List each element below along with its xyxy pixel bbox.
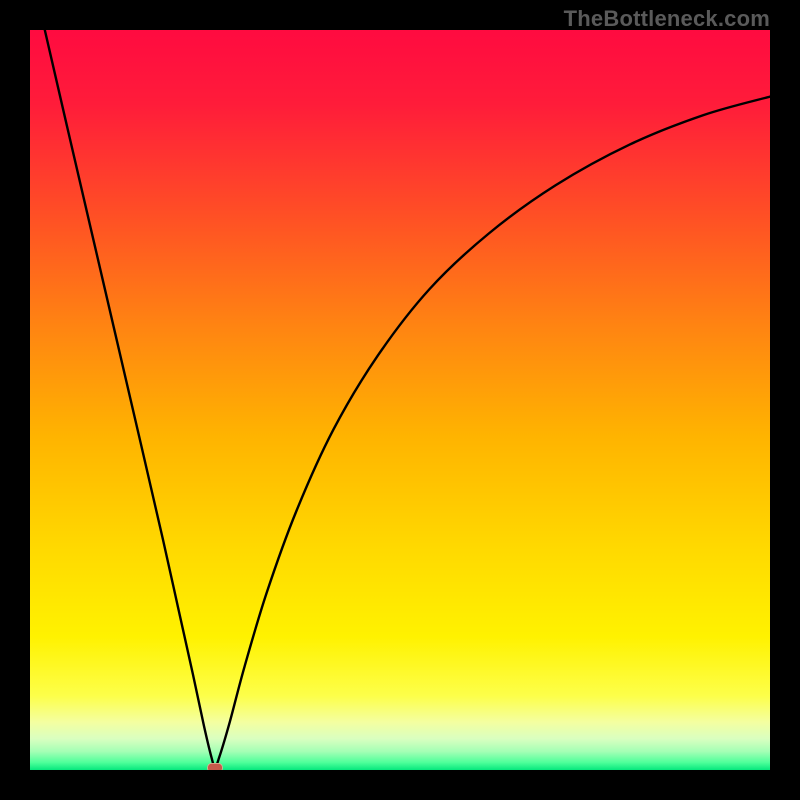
chart-frame: TheBottleneck.com xyxy=(0,0,800,800)
gradient-background xyxy=(30,30,770,770)
plot-area xyxy=(30,30,770,770)
watermark-text: TheBottleneck.com xyxy=(564,6,770,32)
minimum-marker xyxy=(208,763,223,770)
plot-svg xyxy=(30,30,770,770)
